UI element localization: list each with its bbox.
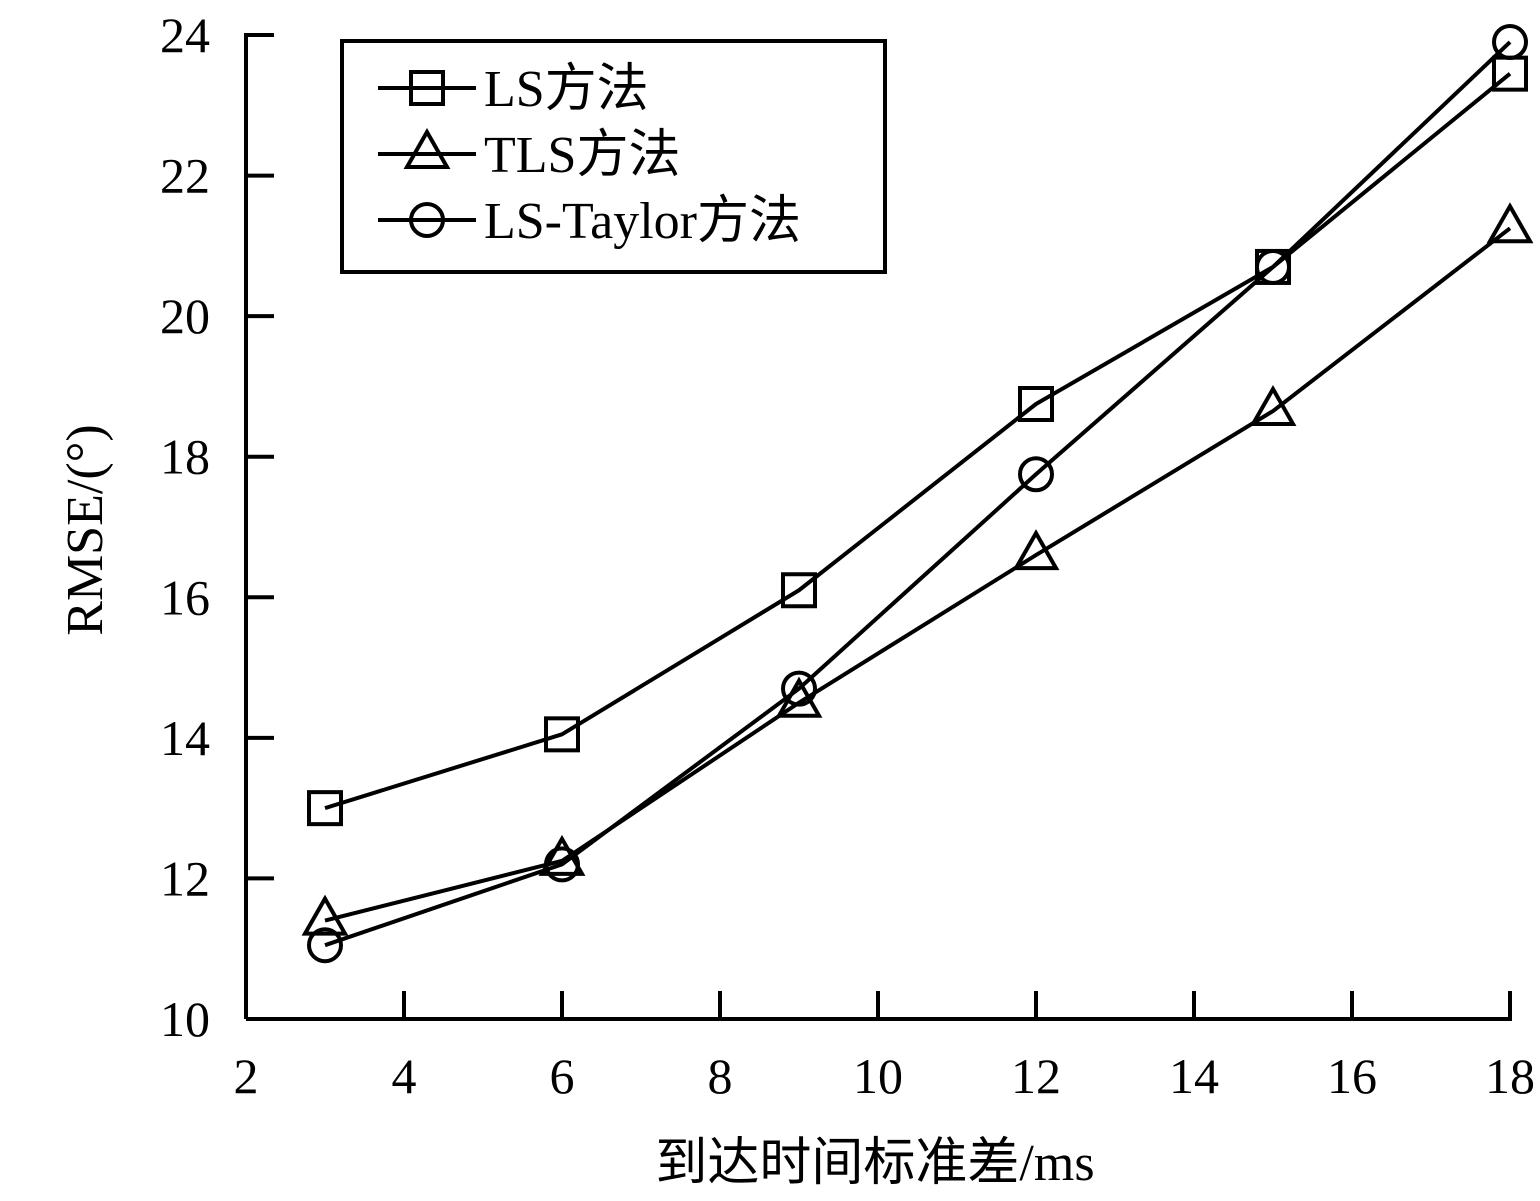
x-tick-label: 16 — [1327, 1048, 1377, 1104]
x-axis: 2 4 6 8 10 12 14 16 18 — [234, 991, 1535, 1104]
legend-marker-circle — [409, 202, 445, 238]
x-tick-label: 10 — [853, 1048, 903, 1104]
data-point-triangle — [1486, 202, 1534, 244]
series-line-square — [324, 72, 1512, 811]
x-axis-title: 到达时间标准差/ms — [655, 1135, 1094, 1192]
series-line-triangle — [324, 226, 1512, 923]
series-layer — [301, 24, 1534, 964]
data-point-square — [781, 572, 817, 609]
data-point-circle — [1018, 456, 1054, 493]
y-tick-label: 14 — [160, 710, 210, 766]
y-tick-label: 22 — [160, 148, 210, 204]
y-tick-label: 10 — [160, 991, 210, 1047]
legend-label: TLS方法 — [484, 127, 680, 184]
y-axis-title: RMSE/(°) — [57, 424, 114, 635]
data-point-square — [544, 716, 580, 753]
series-line-circle — [324, 40, 1512, 948]
x-tick-label: 2 — [234, 1048, 259, 1104]
x-tick-label: 18 — [1485, 1048, 1535, 1104]
legend-marker-square — [409, 70, 445, 106]
x-tick-label: 4 — [392, 1048, 417, 1104]
x-tick-label: 8 — [708, 1048, 733, 1104]
data-point-circle — [544, 846, 580, 883]
data-point-triangle — [1012, 529, 1060, 571]
legend: LS方法 TLS方法 LS-Taylor方法 — [340, 39, 887, 274]
data-point-circle — [781, 670, 817, 707]
legend-label: LS方法 — [484, 61, 649, 118]
data-point-circle — [1492, 24, 1528, 61]
series-circle — [307, 24, 1528, 964]
legend-item-square: LS方法 — [378, 61, 649, 118]
data-point-triangle — [1249, 384, 1297, 427]
legend-marker-triangle — [403, 127, 451, 169]
y-axis: 10 12 14 16 18 20 22 24 — [160, 7, 274, 1047]
y-tick-label: 12 — [160, 850, 210, 906]
legend-item-circle: LS-Taylor方法 — [378, 193, 801, 250]
series-triangle — [301, 202, 1534, 936]
legend-label: LS-Taylor方法 — [484, 193, 801, 250]
data-point-triangle — [301, 894, 349, 936]
x-tick-label: 12 — [1011, 1048, 1061, 1104]
y-tick-label: 18 — [160, 429, 210, 485]
y-tick-label: 24 — [160, 7, 210, 63]
legend-item-triangle: TLS方法 — [378, 127, 680, 184]
x-tick-label: 6 — [550, 1048, 575, 1104]
legend-items: LS方法 TLS方法 LS-Taylor方法 — [378, 61, 801, 250]
data-point-circle — [307, 927, 343, 964]
data-point-circle — [1255, 248, 1291, 285]
data-point-square — [1018, 386, 1054, 422]
data-point-square — [307, 790, 343, 827]
y-tick-label: 16 — [160, 569, 210, 625]
x-tick-label: 14 — [1169, 1048, 1219, 1104]
y-tick-label: 20 — [160, 288, 210, 344]
